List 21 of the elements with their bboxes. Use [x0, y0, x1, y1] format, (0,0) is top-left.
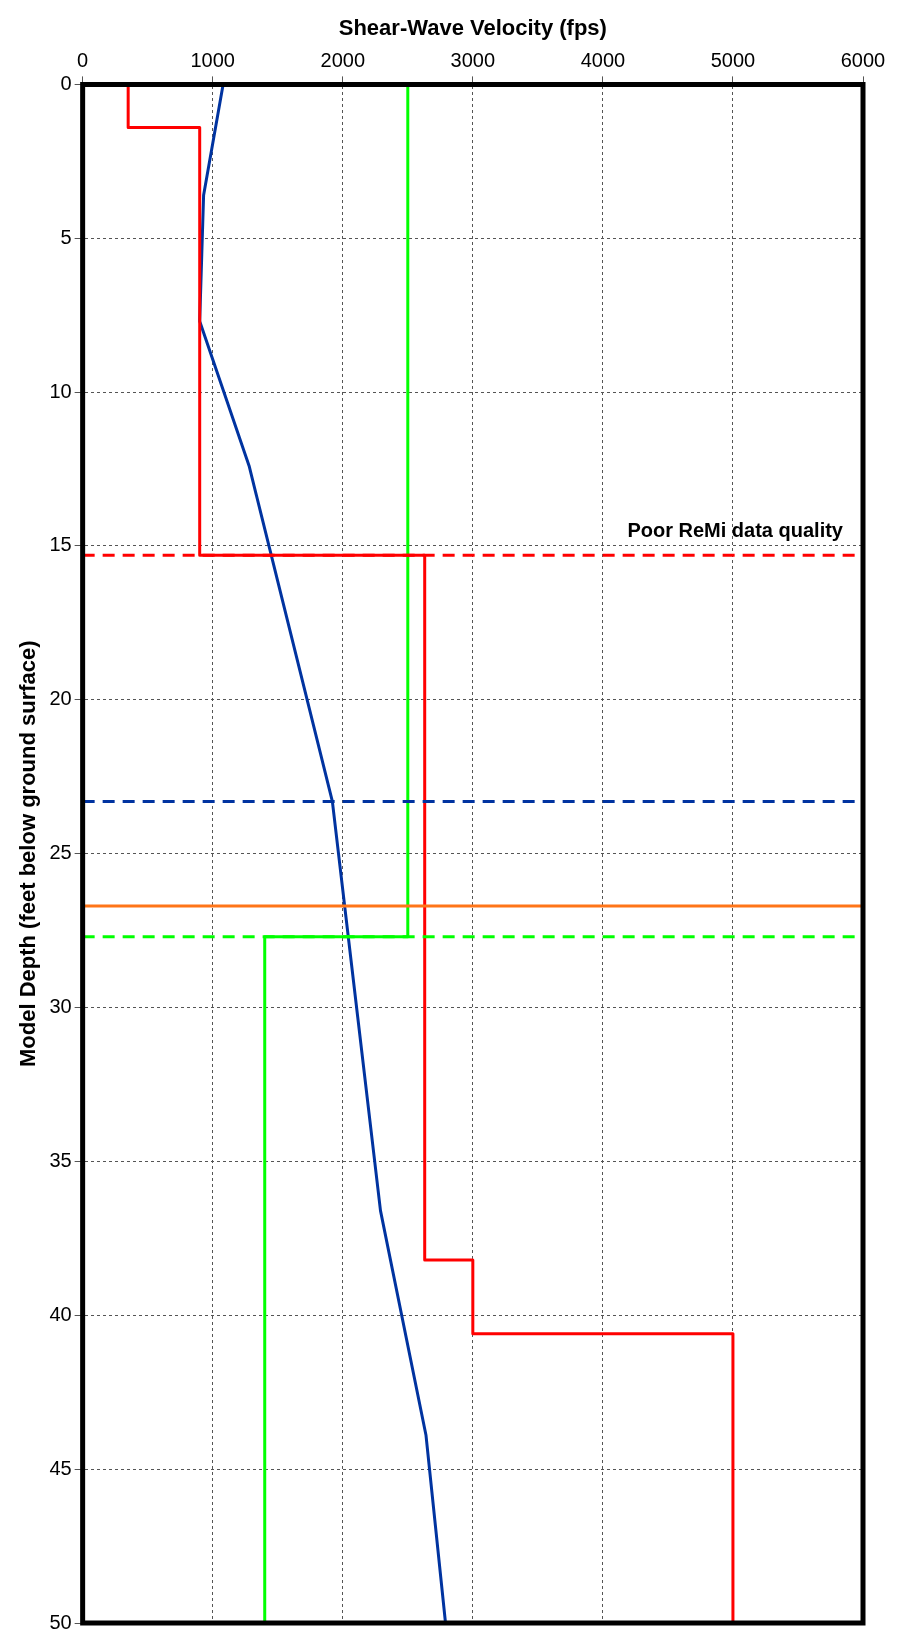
y-axis-title: Model Depth (feet below ground surface) [15, 640, 41, 1067]
y-tick-label: 45 [49, 1456, 72, 1479]
y-tick-label: 40 [49, 1302, 72, 1325]
y-tick-label: 10 [49, 379, 72, 402]
y-tick-label: 30 [49, 995, 72, 1018]
y-tick-label: 0 [60, 71, 72, 94]
y-tick-label: 35 [49, 1148, 72, 1171]
x-tick-label: 5000 [710, 48, 756, 71]
x-tick-label: 1000 [190, 48, 235, 71]
y-tick-label: 20 [49, 687, 72, 710]
y-tick-label: 50 [49, 1610, 72, 1633]
x-tick-label: 6000 [840, 48, 886, 71]
x-tick-label: 0 [77, 48, 89, 71]
x-tick-label: 3000 [450, 48, 496, 71]
y-tick-label: 25 [49, 841, 72, 864]
y-tick-label: 15 [49, 533, 72, 556]
x-tick-label: 4000 [580, 48, 626, 71]
ref-line-label: Poor ReMi data quality [627, 518, 844, 541]
x-tick-label: 2000 [320, 48, 366, 71]
y-tick-label: 5 [60, 225, 72, 248]
x-axis-title: Shear-Wave Velocity (fps) [338, 15, 607, 41]
